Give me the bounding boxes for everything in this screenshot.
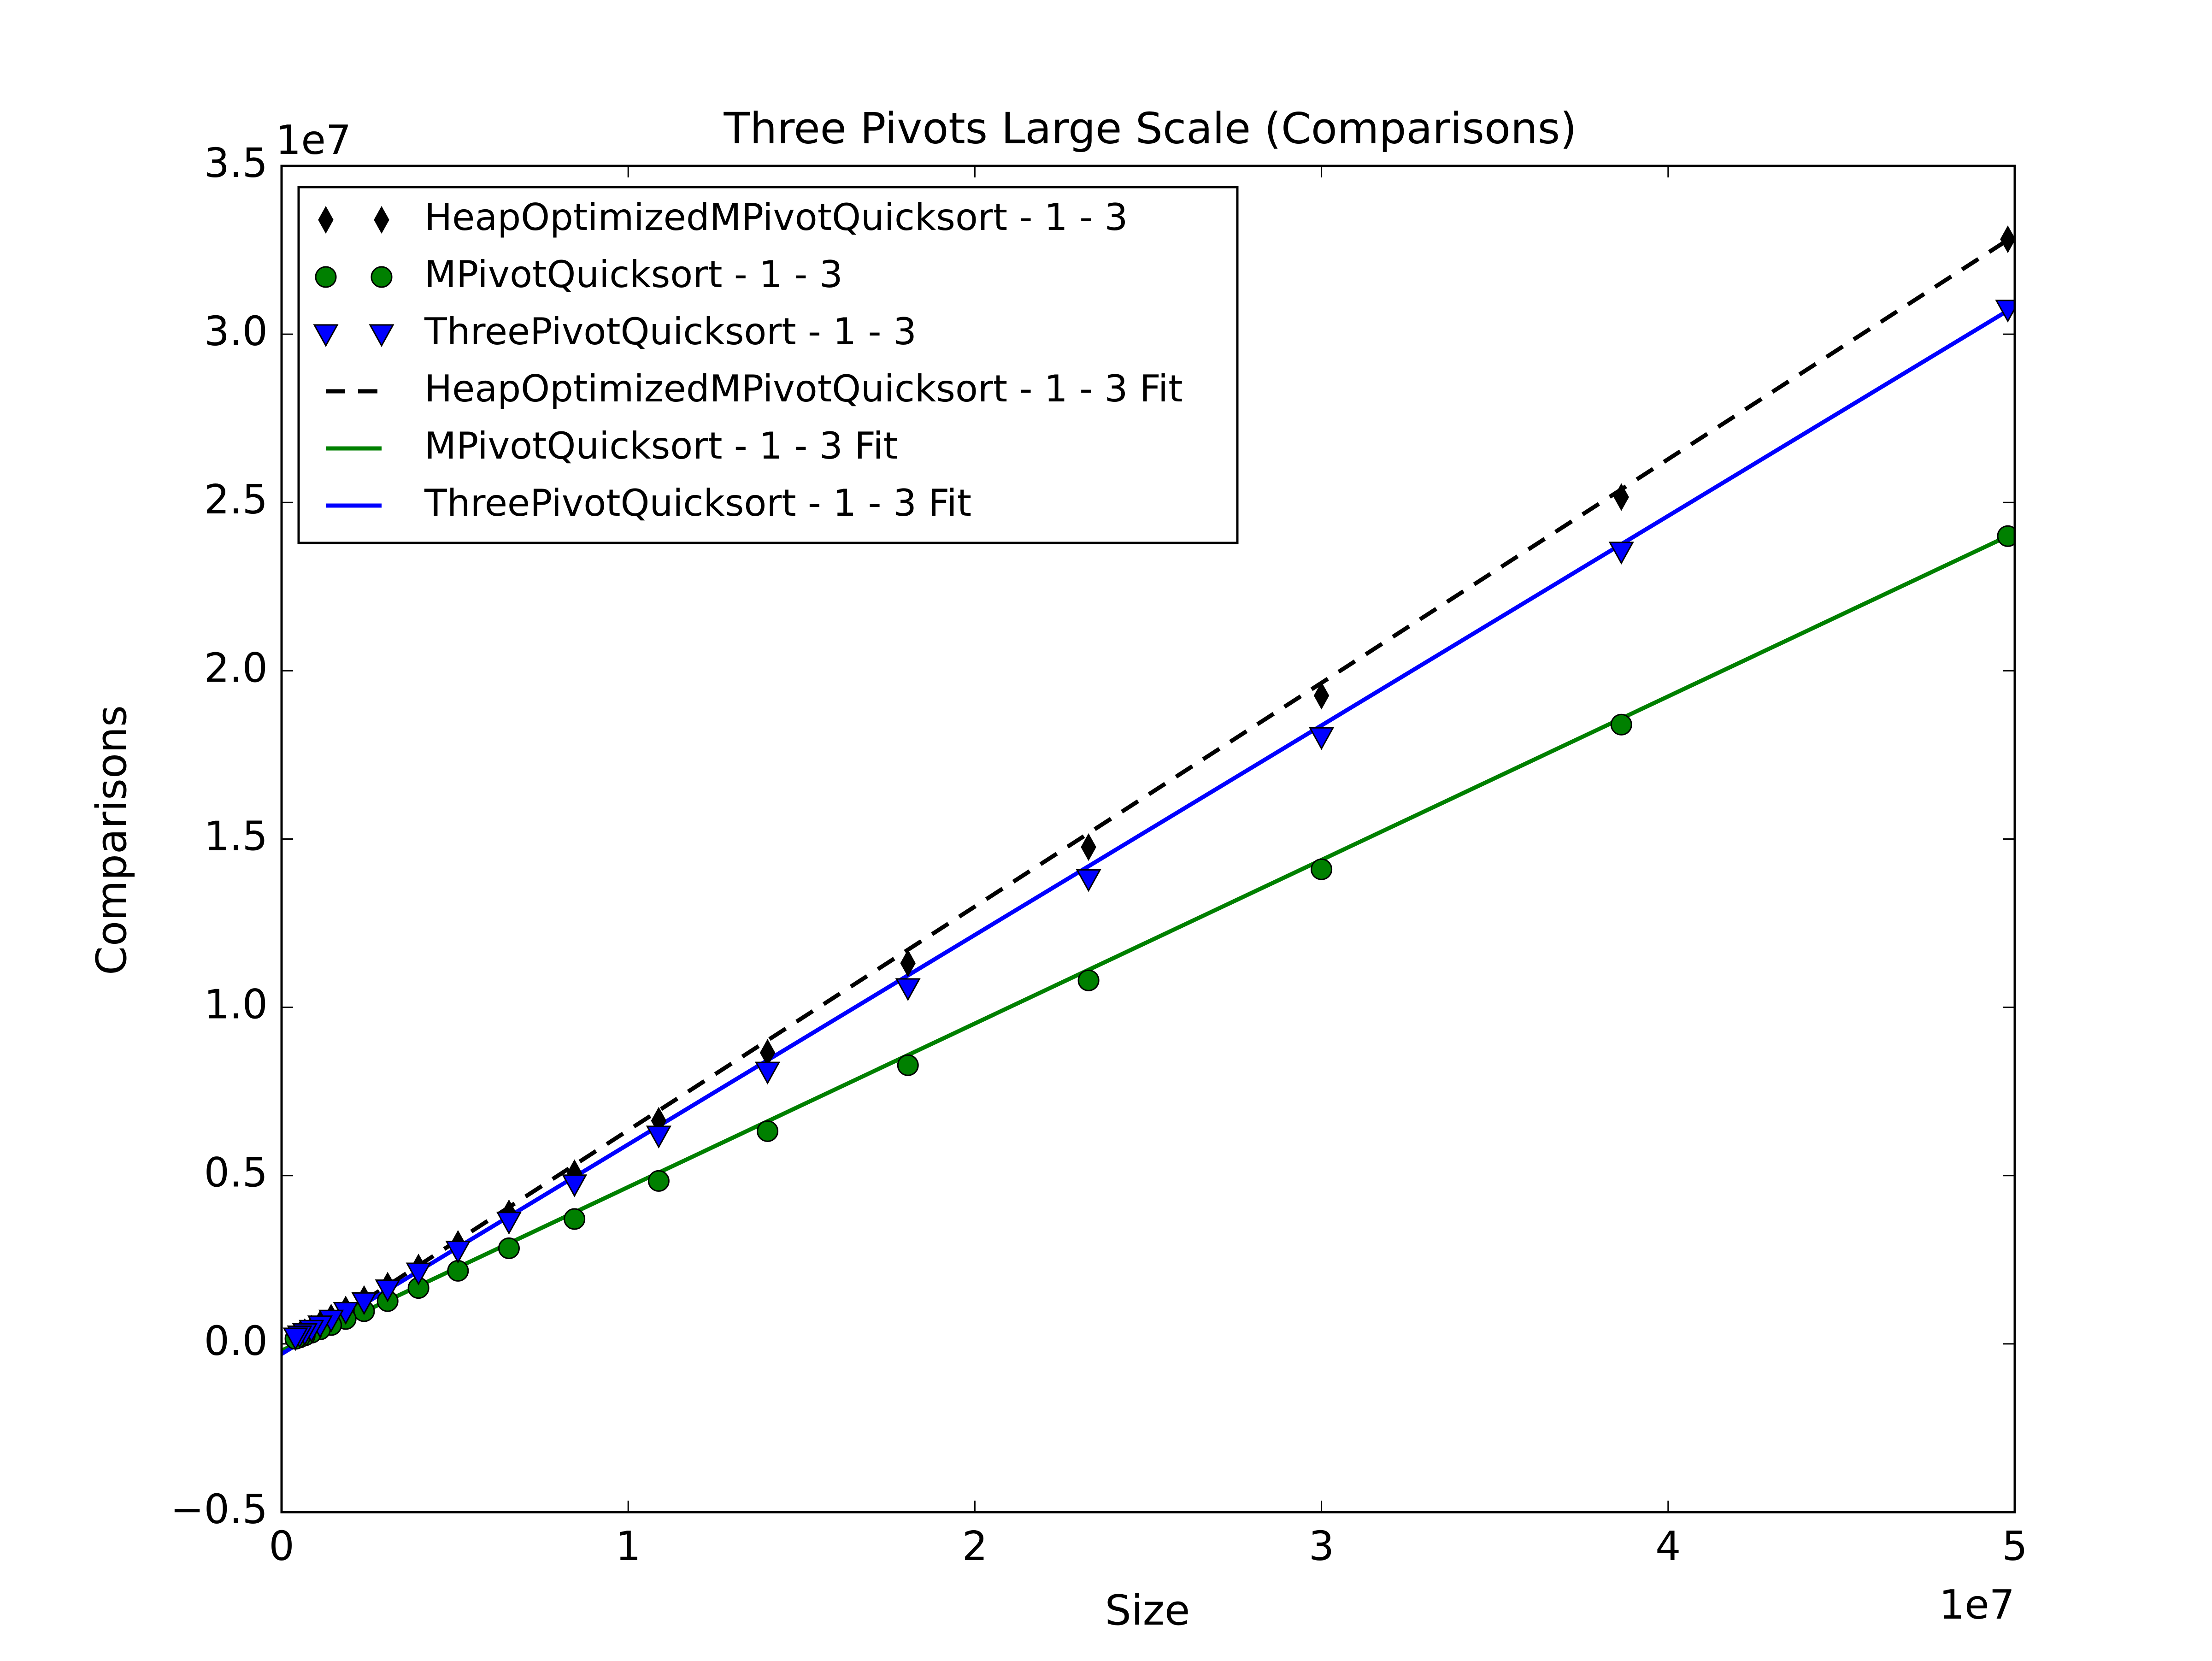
legend-marker (369, 324, 394, 348)
data-point (447, 1260, 469, 1282)
plot-area (282, 225, 2015, 1356)
data-point (375, 1279, 400, 1302)
legend-marker (371, 266, 393, 288)
legend-label: ThreePivotQuicksort - 1 - 3 (424, 310, 917, 353)
y-tick-label: 1.5 (204, 813, 268, 860)
legend-label: MPivotQuicksort - 1 - 3 Fit (424, 424, 898, 467)
y-tick-label: 2.0 (204, 644, 268, 691)
legend-label: HeapOptimizedMPivotQuicksort - 1 - 3 Fit (424, 367, 1183, 410)
data-point (647, 1170, 670, 1192)
data-point (351, 1292, 377, 1315)
x-offset-label: 1e7 (1939, 1581, 2015, 1628)
legend-label: HeapOptimizedMPivotQuicksort - 1 - 3 (424, 196, 1128, 239)
data-point (1613, 483, 1629, 511)
data-point (1610, 713, 1632, 736)
data-point (1995, 300, 2015, 323)
data-point (406, 1262, 431, 1286)
legend-marker (313, 324, 339, 348)
data-point (897, 1054, 919, 1076)
data-point (562, 1174, 588, 1197)
data-point (895, 978, 921, 1001)
x-tick-label: 1 (616, 1523, 641, 1570)
plot-frame (280, 165, 2016, 1514)
y-offset-label: 1e7 (276, 117, 351, 164)
x-tick-label: 4 (1655, 1523, 1681, 1570)
data-point (1077, 969, 1100, 991)
y-axis-label: Comparisons (88, 705, 136, 975)
data-point (1309, 727, 1335, 750)
y-tick-label: 1.0 (204, 981, 268, 1028)
data-point (757, 1120, 779, 1142)
y-tick-label: 2.5 (204, 476, 268, 523)
data-point (900, 949, 916, 978)
y-tick-label: 0.0 (204, 1318, 268, 1365)
data-point (282, 1327, 308, 1351)
legend-box (297, 186, 1239, 544)
data-point (1076, 869, 1101, 892)
data-point (1311, 858, 1333, 880)
data-point (445, 1241, 471, 1264)
x-tick-label: 3 (1309, 1523, 1334, 1570)
x-tick-label: 0 (269, 1523, 294, 1570)
data-point (564, 1208, 586, 1230)
data-point (1997, 525, 2015, 547)
data-point (496, 1212, 522, 1235)
fit-line (282, 534, 2009, 1353)
x-tick-label: 5 (2002, 1523, 2027, 1570)
data-point (1081, 833, 1096, 861)
data-point (755, 1061, 781, 1085)
legend-marker (318, 206, 334, 234)
data-point (498, 1237, 520, 1259)
legend-label: MPivotQuicksort - 1 - 3 (424, 253, 843, 296)
y-tick-label: 3.0 (204, 308, 268, 355)
y-tick-label: 0.5 (204, 1149, 268, 1196)
legend-marker (315, 266, 337, 288)
data-point (1608, 542, 1634, 565)
legend-label: ThreePivotQuicksort - 1 - 3 Fit (424, 482, 971, 524)
y-tick-label: 3.5 (204, 140, 268, 187)
data-point (2000, 225, 2015, 253)
y-tick-label: −0.5 (171, 1486, 268, 1533)
x-tick-label: 2 (962, 1523, 988, 1570)
chart-title: Three Pivots Large Scale (Comparisons) (723, 103, 1577, 153)
x-axis-label: Size (1105, 1586, 1190, 1635)
fit-line (282, 238, 2009, 1356)
data-point (1313, 682, 1330, 710)
data-point (646, 1125, 671, 1149)
legend-marker (374, 206, 389, 234)
